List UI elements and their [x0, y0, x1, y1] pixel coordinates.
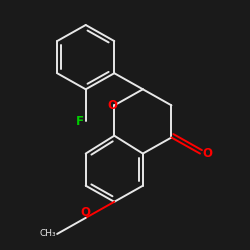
- Text: CH₃: CH₃: [40, 230, 56, 238]
- Text: O: O: [203, 147, 213, 160]
- Text: F: F: [76, 115, 84, 128]
- Text: O: O: [81, 206, 91, 219]
- Text: O: O: [108, 99, 118, 112]
